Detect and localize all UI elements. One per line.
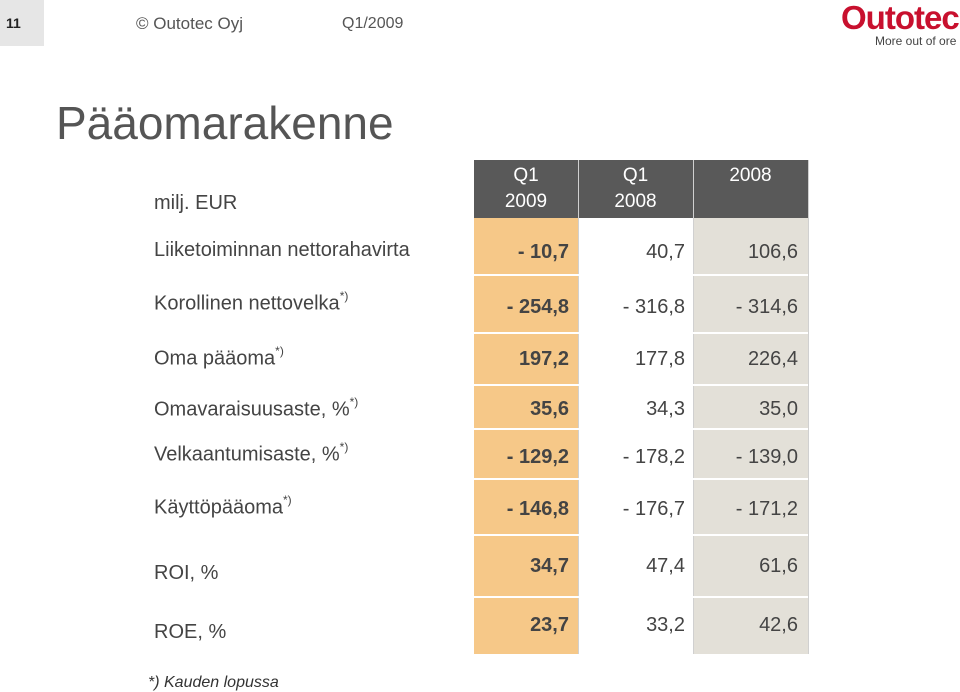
row-label: ROE, % (154, 621, 227, 643)
row-label: Oma pääoma*) (154, 344, 284, 370)
column-q1-2008-bg (578, 160, 693, 654)
value-2008: 35,0 (759, 398, 798, 420)
footnote-marker: *) (339, 289, 349, 303)
row-label: Velkaantumisaste, %*) (154, 440, 349, 466)
value-q1-2009: 23,7 (530, 614, 569, 636)
footnote-marker: *) (275, 344, 284, 358)
row-label: ROI, % (154, 562, 219, 584)
row-label: Käyttöpääoma*) (154, 493, 292, 519)
value-2008: 61,6 (759, 555, 798, 577)
row-separator (474, 274, 808, 276)
row-separator (474, 596, 808, 598)
row-separator (474, 384, 808, 386)
row-separator (474, 428, 808, 430)
value-q1-2009: - 10,7 (517, 241, 569, 263)
value-q1-2008: 40,7 (646, 241, 685, 263)
value-q1-2009: - 129,2 (506, 446, 569, 468)
column-header-line1: Q1 (622, 165, 649, 186)
column-2008-bg (693, 160, 808, 654)
copyright-text: © Outotec Oyj (136, 14, 244, 33)
value-q1-2008: 33,2 (646, 614, 685, 636)
column-header-line2: 2008 (614, 191, 657, 212)
column-divider (578, 160, 579, 654)
value-2008: 42,6 (759, 614, 798, 636)
page-number-box: 11 (0, 0, 44, 46)
column-header-line1: Q1 (513, 165, 539, 186)
value-2008: - 314,6 (735, 296, 798, 318)
page-number: 11 (6, 15, 21, 31)
quarter-label: Q1/2009 (342, 15, 404, 32)
value-q1-2008: 47,4 (646, 555, 685, 577)
row-separator (474, 534, 808, 536)
row-label: Korollinen nettovelka*) (154, 289, 349, 315)
value-2008: - 139,0 (735, 446, 798, 468)
footnote-marker: *) (282, 493, 292, 507)
value-2008: - 171,2 (735, 498, 798, 520)
table-header-band (474, 160, 808, 218)
value-q1-2009: - 146,8 (506, 498, 569, 520)
value-q1-2008: 177,8 (634, 348, 685, 370)
column-header-line2: 2008 (729, 165, 772, 186)
column-header-line2: 2009 (504, 191, 548, 212)
column-header-q1-2009: Q1 2009 (474, 163, 578, 215)
page-title: Pääomarakenne (56, 97, 394, 149)
column-q1-2009-bg (474, 160, 578, 654)
logo-tagline: More out of ore (875, 34, 957, 48)
footnote-marker: *) (349, 395, 359, 409)
row-label: Liiketoiminnan nettorahavirta (154, 239, 410, 261)
row-separator (474, 332, 808, 334)
value-q1-2008: - 178,2 (622, 446, 685, 468)
row-separator (474, 478, 808, 480)
footnote-marker: *) (339, 440, 349, 454)
value-q1-2009: 197,2 (518, 348, 569, 370)
column-divider (693, 160, 694, 654)
row-label: Omavaraisuusaste, %*) (154, 395, 359, 421)
column-header-q1-2008: Q1 2008 (578, 163, 693, 215)
value-q1-2009: - 254,8 (506, 296, 569, 318)
value-q1-2008: - 176,7 (622, 498, 685, 520)
outotec-logo: Outotec More out of ore (835, 0, 960, 50)
footnote: *) Kauden lopussa (148, 674, 279, 691)
value-q1-2008: 34,3 (646, 398, 685, 420)
value-q1-2009: 34,7 (530, 555, 569, 577)
logo-wordmark: Outotec (841, 0, 960, 36)
value-2008: 106,6 (747, 241, 798, 263)
value-q1-2008: - 316,8 (622, 296, 685, 318)
value-q1-2009: 35,6 (530, 398, 569, 420)
value-2008: 226,4 (747, 348, 798, 370)
column-header-2008: 2008 (693, 163, 808, 189)
column-divider (808, 160, 809, 654)
units-label: milj. EUR (154, 192, 238, 214)
